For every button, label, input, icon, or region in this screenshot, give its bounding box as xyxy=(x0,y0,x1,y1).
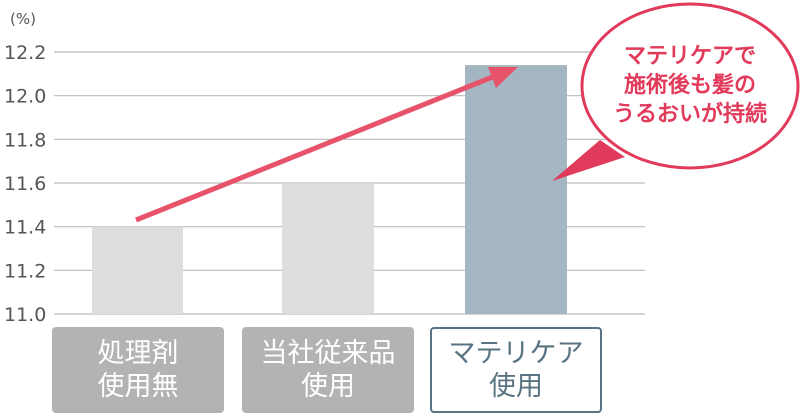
y-tick-label: 11.0 xyxy=(4,304,46,326)
trend-arrowhead xyxy=(488,67,518,88)
callout-bubble xyxy=(580,2,800,170)
category-line: 使用 xyxy=(301,371,355,402)
category-line: マテリケア xyxy=(448,338,584,369)
y-axis-unit: (%) xyxy=(10,10,36,28)
category-line: 使用無 xyxy=(97,371,179,402)
y-tick-label: 11.6 xyxy=(4,173,46,195)
y-tick-label: 12.2 xyxy=(4,42,46,64)
category-line: 当社従来品 xyxy=(260,338,396,369)
callout-text: 施術後も髪の xyxy=(624,72,756,98)
y-tick-label: 11.2 xyxy=(4,260,46,282)
bar xyxy=(282,183,374,314)
y-tick-label: 12.0 xyxy=(4,86,46,108)
category-label-no-treatment: 処理剤 使用無 xyxy=(52,327,224,413)
y-tick-label: 11.4 xyxy=(4,217,46,239)
trend-arrow-line xyxy=(135,71,501,223)
bar xyxy=(92,226,183,314)
bar xyxy=(465,65,567,314)
callout-text: マテリケアで xyxy=(624,44,756,69)
callout-tail xyxy=(552,140,625,181)
y-tick-label: 11.8 xyxy=(4,129,46,151)
category-line: 使用 xyxy=(489,371,543,402)
category-label-conventional: 当社従来品 使用 xyxy=(242,327,414,413)
category-line: 処理剤 xyxy=(97,338,179,369)
category-label-matericare: マテリケア 使用 xyxy=(430,327,602,413)
callout-text: うるおいが持続 xyxy=(613,101,767,127)
